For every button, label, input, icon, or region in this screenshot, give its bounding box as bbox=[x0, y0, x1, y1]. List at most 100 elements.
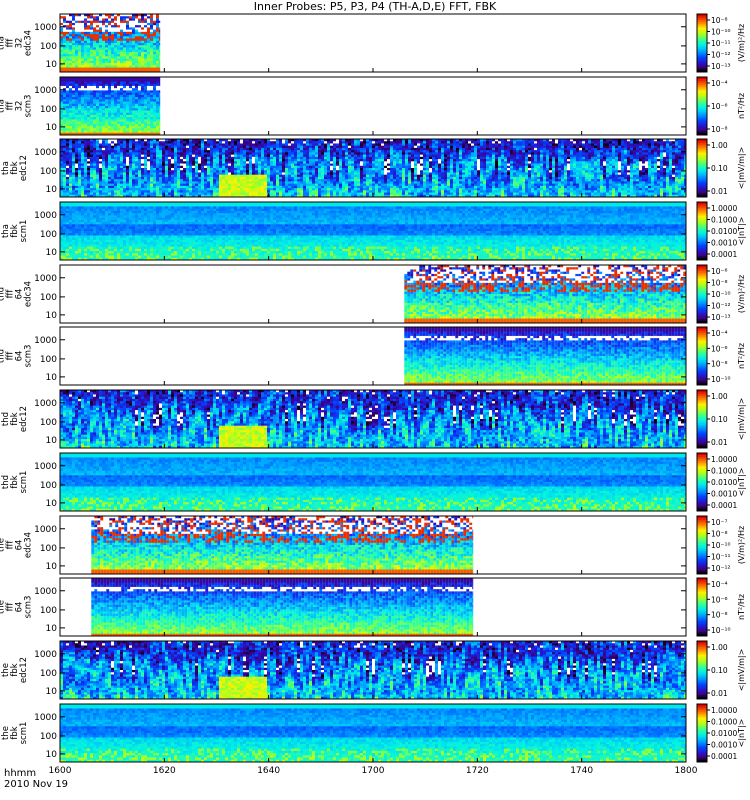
heatmap-cell bbox=[150, 27, 153, 30]
heatmap-cell bbox=[81, 90, 84, 93]
heatmap-cell bbox=[72, 56, 75, 59]
colorbar-tick-label: 10⁻¹⁰ bbox=[711, 28, 731, 37]
heatmap-cell bbox=[87, 90, 90, 93]
heatmap-cell bbox=[108, 119, 111, 122]
heatmap-cell bbox=[156, 27, 159, 30]
heatmap-cell bbox=[69, 90, 72, 93]
heatmap-cell bbox=[102, 119, 105, 122]
heatmap-cell bbox=[84, 90, 87, 93]
heatmap-cell bbox=[66, 119, 69, 122]
spectrogram-figure: 1000 100 10 tha fff 32 edc34 10⁻⁸ 10⁻¹⁰ 10⁻¹¹ 10⁻¹… bbox=[0, 0, 750, 800]
heatmap-cell bbox=[108, 90, 111, 93]
y-axis-label: tha fff 32 edc34 bbox=[0, 30, 34, 56]
heatmap-cell bbox=[153, 56, 156, 59]
heatmap-cell bbox=[102, 90, 105, 93]
heatmap-cell bbox=[93, 119, 96, 122]
colorbar-tick-label: 10⁻⁸ bbox=[711, 16, 728, 25]
heatmap-cell bbox=[102, 56, 105, 59]
heatmap-cell bbox=[90, 56, 93, 59]
heatmap-cell bbox=[78, 90, 81, 93]
heatmap-cell bbox=[135, 27, 138, 30]
heatmap-cell bbox=[90, 90, 93, 93]
colorbar-tick-label: 10⁻¹³ bbox=[711, 62, 731, 71]
heatmap-cell bbox=[99, 27, 102, 30]
heatmap-cell bbox=[93, 27, 96, 30]
heatmap-cell bbox=[96, 56, 99, 59]
heatmap-cell bbox=[63, 119, 66, 122]
heatmap-cell bbox=[75, 119, 78, 122]
colorbar-label: (V/m)²/Hz bbox=[737, 24, 746, 62]
heatmap-cell bbox=[96, 119, 99, 122]
heatmap-cell bbox=[141, 27, 144, 30]
heatmap-cell bbox=[120, 27, 123, 30]
heatmap-cell bbox=[156, 56, 159, 59]
heatmap-cell bbox=[63, 90, 66, 93]
heatmap-cell bbox=[135, 56, 138, 59]
heatmap-cell bbox=[81, 119, 84, 122]
heatmap-cell bbox=[96, 27, 99, 30]
heatmap-cell bbox=[63, 27, 66, 30]
y-tick-label: 100 bbox=[40, 42, 57, 52]
heatmap-cell bbox=[78, 119, 81, 122]
heatmap-cell bbox=[129, 27, 132, 30]
heatmap-cell bbox=[93, 56, 96, 59]
heatmap-cell bbox=[72, 90, 75, 93]
y-tick-label: 1000 bbox=[34, 23, 57, 33]
y-axis-label-line: edc34 bbox=[24, 30, 34, 56]
heatmap-cell bbox=[75, 90, 78, 93]
heatmap-cell bbox=[111, 56, 114, 59]
heatmap-cell bbox=[72, 119, 75, 122]
heatmap-cell bbox=[132, 56, 135, 59]
heatmap-cell bbox=[96, 90, 99, 93]
heatmap-cell bbox=[120, 56, 123, 59]
heatmap-cell bbox=[108, 27, 111, 30]
y-tick-label: 10 bbox=[46, 60, 58, 70]
heatmap-cell bbox=[123, 27, 126, 30]
heatmap-cell bbox=[75, 56, 78, 59]
heatmap-cell bbox=[66, 27, 69, 30]
heatmap-cell bbox=[144, 56, 147, 59]
heatmap-cell bbox=[90, 27, 93, 30]
heatmap-cell bbox=[93, 90, 96, 93]
heatmap-cell bbox=[141, 56, 144, 59]
heatmap-cell bbox=[72, 27, 75, 30]
heatmap-cell bbox=[144, 27, 147, 30]
heatmap-cell bbox=[108, 56, 111, 59]
heatmap-cell bbox=[138, 56, 141, 59]
heatmap-cell bbox=[66, 56, 69, 59]
heatmap-cell bbox=[117, 56, 120, 59]
heatmap-cell bbox=[78, 27, 81, 30]
heatmap-cell bbox=[69, 56, 72, 59]
heatmap-cell bbox=[150, 56, 153, 59]
heatmap-cell bbox=[99, 56, 102, 59]
heatmap-cell bbox=[159, 56, 160, 59]
heatmap-cell bbox=[84, 56, 87, 59]
heatmap-cell bbox=[87, 56, 90, 59]
heatmap-cell bbox=[99, 90, 102, 93]
heatmap-cell bbox=[69, 119, 72, 122]
heatmap-cell bbox=[132, 27, 135, 30]
heatmap-cell bbox=[75, 27, 78, 30]
heatmap-cell bbox=[105, 27, 108, 30]
heatmap-cell bbox=[66, 90, 69, 93]
heatmap-cell bbox=[138, 27, 141, 30]
heatmap-cell bbox=[105, 90, 108, 93]
colorbar-tick-label: 10⁻¹² bbox=[711, 51, 731, 60]
heatmap-cell bbox=[147, 56, 150, 59]
heatmap-cell bbox=[90, 119, 93, 122]
heatmap-cell bbox=[84, 27, 87, 30]
heatmap-cell bbox=[126, 56, 129, 59]
panel-1: 1000 100 10 tha fff 32 edc34 10⁻⁸ 10⁻¹⁰ 10⁻¹¹ 10⁻¹… bbox=[0, 14, 746, 73]
heatmap-cell bbox=[129, 56, 132, 59]
heatmap-cell bbox=[153, 27, 156, 30]
heatmap-cell bbox=[111, 27, 114, 30]
heatmap-cell bbox=[87, 27, 90, 30]
heatmap-cell bbox=[159, 27, 160, 30]
heatmap-cell bbox=[87, 119, 90, 122]
heatmap-cell bbox=[63, 56, 66, 59]
colorbar-tick-label: 10⁻¹¹ bbox=[711, 39, 731, 48]
heatmap-cell bbox=[147, 27, 150, 30]
panel-2: 100010010tha fff 32 scm310⁻⁴10⁻⁶10⁻⁸nT²/Hz bbox=[0, 77, 746, 136]
heatmap-cell bbox=[105, 119, 108, 122]
heatmap-cell bbox=[99, 119, 102, 122]
